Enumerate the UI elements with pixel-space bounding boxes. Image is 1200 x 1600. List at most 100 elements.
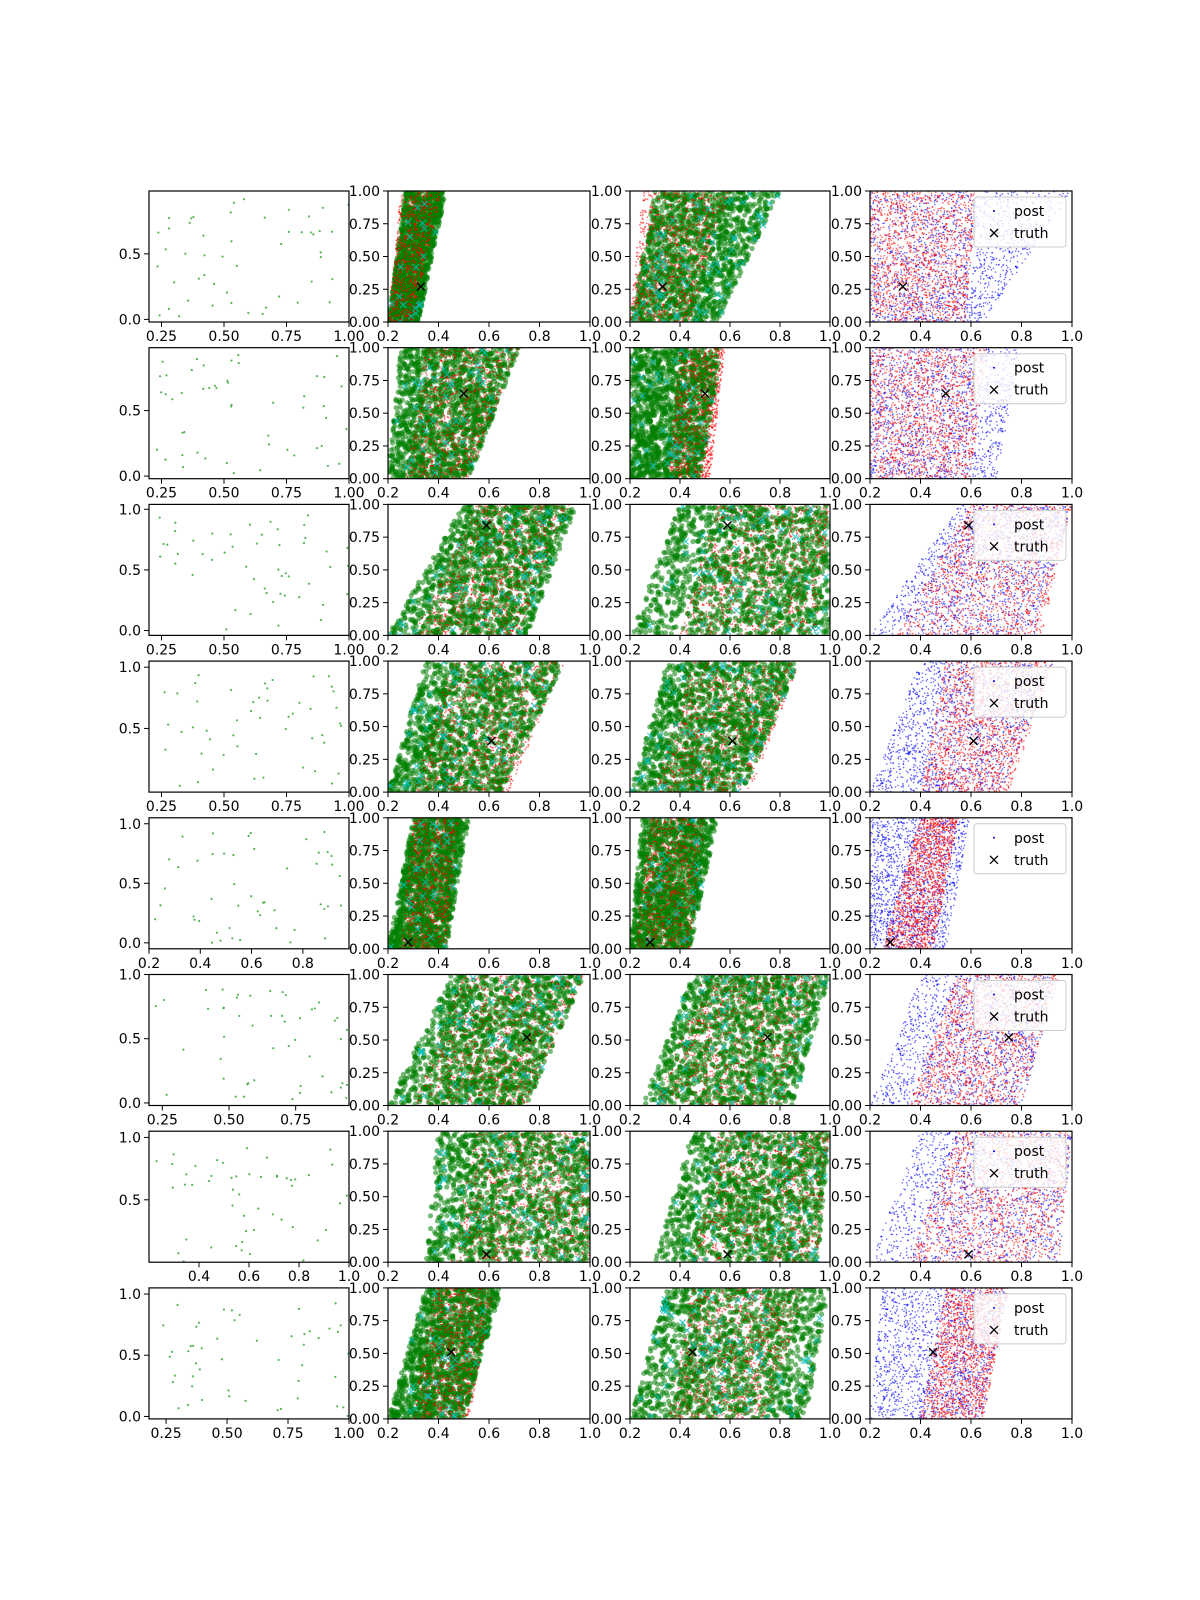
green-point: [683, 318, 688, 323]
sample-point: [156, 265, 158, 267]
red-point: [414, 197, 416, 199]
red-point: [689, 275, 691, 277]
sample-point: [168, 308, 170, 310]
red-point: [705, 194, 707, 196]
red-point: [416, 228, 418, 230]
red-point: [407, 207, 409, 209]
red-point: [665, 255, 667, 257]
red-point: [422, 196, 424, 198]
red-point: [426, 207, 428, 209]
red-point: [675, 226, 677, 228]
sample-point: [203, 274, 205, 276]
green-point: [719, 197, 724, 202]
green-point: [721, 262, 726, 267]
red-point: [684, 316, 686, 318]
red-point: [663, 229, 665, 231]
red-point: [414, 249, 416, 251]
red-point: [702, 222, 704, 224]
red-point: [414, 291, 416, 293]
red-point: [400, 288, 402, 290]
red-point: [709, 251, 711, 253]
sample-points: [156, 198, 349, 317]
green-point: [726, 294, 731, 299]
green-point: [720, 280, 725, 285]
red-point: [414, 237, 416, 239]
red-point: [420, 265, 422, 267]
green-point: [733, 281, 738, 286]
red-point: [683, 292, 685, 294]
green-point: [711, 290, 716, 295]
sample-point: [192, 216, 194, 218]
sample-point: [184, 253, 186, 255]
red-point: [402, 298, 404, 300]
sample-point: [320, 251, 322, 253]
sample-point: [165, 248, 167, 250]
red-point: [644, 257, 646, 259]
red-point: [397, 261, 399, 263]
y-tick-label: 0.75: [349, 217, 380, 233]
red-point: [419, 257, 421, 259]
green-point: [642, 272, 647, 277]
red-point: [698, 223, 700, 225]
red-point: [654, 313, 656, 315]
red-point: [411, 312, 413, 314]
red-point: [435, 194, 437, 196]
x-tick-label: 0.2: [377, 329, 399, 345]
red-point: [397, 241, 399, 243]
red-point: [395, 239, 397, 241]
red-point: [412, 214, 414, 216]
red-point: [412, 259, 414, 261]
red-point: [707, 215, 709, 217]
red-point: [412, 201, 414, 203]
red-point: [389, 312, 391, 314]
sample-point: [262, 313, 264, 315]
red-point: [649, 205, 651, 207]
red-point: [404, 308, 406, 310]
red-point: [415, 277, 417, 279]
red-point: [704, 199, 706, 201]
red-point: [397, 230, 399, 232]
red-point: [706, 245, 708, 247]
green-point: [734, 197, 739, 202]
x-tick-label: 0.6: [478, 329, 500, 345]
sample-point: [230, 240, 232, 242]
red-point: [428, 239, 430, 241]
red-point: [412, 293, 414, 295]
red-point: [426, 237, 428, 239]
sample-point: [168, 217, 170, 219]
red-point: [410, 286, 412, 288]
red-point: [392, 319, 394, 321]
red-point: [412, 271, 414, 273]
green-point: [724, 266, 729, 271]
sample-point: [203, 254, 205, 256]
red-point: [426, 249, 428, 251]
sample-point: [311, 280, 313, 282]
sample-point: [173, 281, 175, 283]
red-point: [636, 252, 638, 254]
red-point: [399, 218, 401, 220]
red-point: [677, 234, 679, 236]
red-point: [397, 254, 399, 256]
green-point: [651, 244, 656, 249]
red-point: [679, 295, 681, 297]
sample-point: [202, 235, 204, 237]
red-point: [673, 290, 675, 292]
red-point: [414, 224, 416, 226]
red-point: [656, 228, 658, 230]
red-point: [414, 245, 416, 247]
red-point: [658, 229, 660, 231]
red-point: [705, 238, 707, 240]
red-point: [398, 220, 400, 222]
red-point: [398, 211, 400, 213]
green-point: [428, 258, 433, 263]
red-point: [410, 261, 412, 263]
red-point: [394, 292, 396, 294]
green-point: [731, 230, 736, 235]
red-point: [401, 280, 403, 282]
red-point: [668, 278, 670, 280]
y-tick-label: 0.50: [349, 250, 380, 266]
sample-point: [280, 243, 282, 245]
green-point: [691, 274, 696, 279]
red-point: [642, 218, 644, 220]
red-point: [695, 193, 697, 195]
